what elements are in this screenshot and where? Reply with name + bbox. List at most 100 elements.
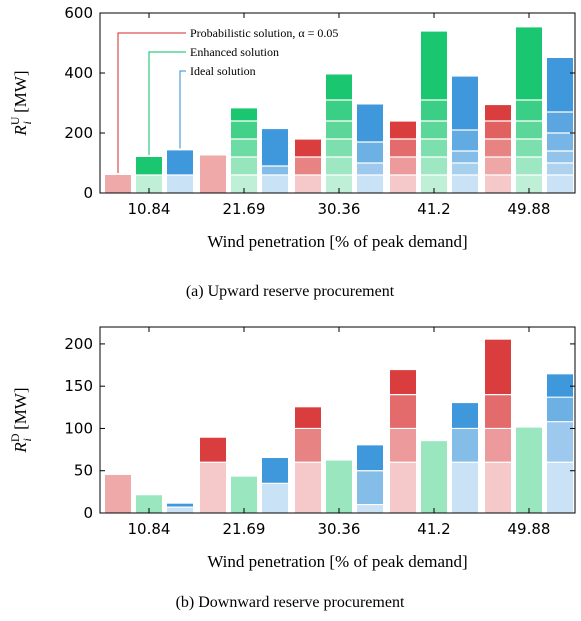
bar-segment-ideal-solution-49-88-4: [547, 133, 573, 151]
bar-segment-probabilistic-solution-0-05-41-2-2: [390, 428, 416, 463]
bars-upward: [105, 27, 573, 193]
bar-segment-enhanced-solution-21-69-5: [231, 108, 257, 121]
bar-segment-enhanced-solution-49-88-6: [516, 27, 542, 100]
panel-upward: 0 200 400 600 10.84 21.69 30.36 41.2 49.88 RUi …: [8, 4, 576, 300]
bar-segment-ideal-solution-30-36-2: [357, 470, 383, 505]
bar-segment-ideal-solution-41-2-2: [452, 428, 478, 463]
legend-entry-enhanced-solution: Enhanced solution: [190, 45, 279, 59]
bar-segment-probabilistic-solution-0-05-49-88-5: [485, 105, 511, 121]
bar-segment-ideal-solution-10-84-2: [167, 503, 193, 508]
y-label-symbol: R: [11, 442, 30, 454]
bar-segment-probabilistic-solution-0-05-21-69-1: [200, 155, 226, 193]
bar-segment-probabilistic-solution-0-05-49-88-4: [485, 339, 511, 395]
y-tick-label: 0: [83, 184, 93, 202]
bars-downward: [105, 339, 573, 513]
bar-segment-probabilistic-solution-0-05-49-88-3: [485, 139, 511, 157]
bar-segment-enhanced-solution-21-69-4: [231, 121, 257, 139]
y-label-subscript: i: [20, 121, 34, 124]
bar-segment-probabilistic-solution-0-05-49-88-2: [485, 157, 511, 175]
bar-segment-probabilistic-solution-0-05-30-36-1: [295, 462, 321, 513]
y-label-symbol: R: [11, 125, 30, 137]
bar-segment-ideal-solution-41-2-4: [452, 130, 478, 151]
legend-entry-ideal-solution: Ideal solution: [190, 64, 256, 78]
bar-segment-ideal-solution-30-36-3: [357, 445, 383, 471]
legend: Probabilistic solution, α = 0.05 Enhanced…: [117, 26, 338, 173]
bar-segment-ideal-solution-30-36-4: [357, 104, 383, 142]
bar-segment-enhanced-solution-30-36-5: [326, 100, 352, 121]
y-label-unit: [MW]: [11, 70, 30, 117]
legend-entry-probabilistic-solution-0-05: Probabilistic solution, α = 0.05: [190, 26, 338, 40]
y-label-subscript: i: [20, 438, 34, 441]
x-tick-label: 30.36: [318, 200, 361, 218]
plot-frame-downward: [99, 326, 576, 514]
bar-segment-ideal-solution-49-88-1: [547, 462, 573, 513]
bar-segment-probabilistic-solution-0-05-10-84-1: [105, 175, 131, 193]
x-axis-label-downward: Wind penetration [% of peak demand]: [207, 552, 467, 571]
bar-segment-probabilistic-solution-0-05-49-88-2: [485, 428, 511, 463]
bar-segment-ideal-solution-49-88-5: [547, 112, 573, 133]
bar-segment-ideal-solution-30-36-1: [357, 175, 383, 193]
bar-segment-ideal-solution-49-88-6: [547, 58, 573, 112]
y-axis-downward: 0 50 100 150 200: [64, 335, 575, 522]
bar-segment-probabilistic-solution-0-05-41-2-3: [390, 139, 416, 157]
bar-segment-ideal-solution-30-36-2: [357, 163, 383, 175]
bar-segment-ideal-solution-41-2-1: [452, 175, 478, 193]
bar-segment-enhanced-solution-10-84-1: [136, 175, 162, 193]
bar-segment-enhanced-solution-41-2-5: [421, 100, 447, 121]
bar-segment-ideal-solution-49-88-2: [547, 421, 573, 463]
bar-segment-enhanced-solution-10-84-2: [136, 157, 162, 175]
legend-leader-probabilistic-solution-0-05: [117, 32, 186, 173]
bar-segment-enhanced-solution-49-88-5: [516, 100, 542, 121]
y-label-superscript: D: [8, 433, 22, 442]
x-tick-label: 49.88: [508, 520, 551, 538]
y-axis-label-downward: RDi [MW]: [8, 387, 34, 453]
x-tick-label: 41.2: [417, 200, 450, 218]
bar-segment-probabilistic-solution-0-05-30-36-2: [295, 428, 321, 463]
bar-segment-enhanced-solution-41-2-1: [421, 175, 447, 193]
bar-segment-enhanced-solution-30-36-2: [326, 157, 352, 175]
bar-segment-enhanced-solution-49-88-4: [516, 121, 542, 139]
x-axis-downward: 10.84 21.69 30.36 41.2 49.88: [128, 327, 551, 538]
plot-frame-upward: [99, 12, 576, 194]
caption-upward: (a) Upward reserve procurement: [186, 283, 395, 300]
bar-segment-enhanced-solution-49-88-1: [516, 175, 542, 193]
bar-segment-probabilistic-solution-0-05-41-2-2: [390, 157, 416, 175]
y-tick-label: 50: [74, 462, 93, 480]
bar-segment-ideal-solution-21-69-1: [262, 175, 288, 193]
bar-segment-ideal-solution-21-69-1: [262, 483, 288, 513]
x-tick-label: 21.69: [223, 520, 266, 538]
bar-segment-enhanced-solution-49-88-3: [516, 139, 542, 157]
bar-segment-probabilistic-solution-0-05-49-88-3: [485, 394, 511, 429]
caption-downward: (b) Downward reserve procurement: [176, 594, 405, 611]
x-tick-label: 10.84: [128, 520, 171, 538]
bar-segment-probabilistic-solution-0-05-41-2-1: [390, 462, 416, 513]
bar-segment-ideal-solution-10-84-1: [167, 507, 193, 513]
bar-segment-enhanced-solution-41-2-3: [421, 139, 447, 157]
bar-segment-probabilistic-solution-0-05-41-2-3: [390, 394, 416, 429]
bar-segment-enhanced-solution-30-36-1: [326, 175, 352, 193]
bar-segment-enhanced-solution-21-69-3: [231, 139, 257, 157]
y-tick-label: 0: [83, 504, 93, 522]
bar-segment-probabilistic-solution-0-05-30-36-2: [295, 157, 321, 175]
y-axis-upward: 0 200 400 600: [64, 4, 575, 202]
y-tick-label: 150: [64, 377, 93, 395]
y-tick-label: 200: [64, 335, 93, 353]
bar-segment-probabilistic-solution-0-05-41-2-4: [390, 121, 416, 139]
x-tick-label: 10.84: [128, 200, 171, 218]
bar-segment-probabilistic-solution-0-05-49-88-1: [485, 175, 511, 193]
bar-segment-ideal-solution-30-36-1: [357, 504, 383, 513]
bar-segment-ideal-solution-49-88-1: [547, 175, 573, 193]
bar-segment-ideal-solution-49-88-3: [547, 151, 573, 163]
x-axis-label-upward: Wind penetration [% of peak demand]: [207, 232, 467, 251]
x-tick-label: 49.88: [508, 200, 551, 218]
bar-segment-enhanced-solution-30-36-1: [326, 460, 352, 513]
bar-segment-ideal-solution-41-2-1: [452, 462, 478, 513]
y-tick-label: 200: [64, 124, 93, 142]
y-tick-label: 100: [64, 419, 93, 437]
bar-segment-ideal-solution-30-36-3: [357, 142, 383, 163]
bar-segment-enhanced-solution-30-36-6: [326, 74, 352, 100]
bar-segment-enhanced-solution-41-2-6: [421, 31, 447, 101]
bar-segment-enhanced-solution-49-88-1: [516, 427, 542, 513]
bar-segment-enhanced-solution-41-2-2: [421, 157, 447, 175]
